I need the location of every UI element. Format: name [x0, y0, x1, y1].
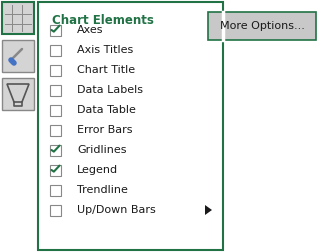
Bar — [50, 144, 61, 155]
Bar — [50, 84, 61, 96]
Bar — [2, 2, 34, 34]
Text: Axes: Axes — [77, 25, 103, 35]
Text: Error Bars: Error Bars — [77, 125, 133, 135]
Text: Data Labels: Data Labels — [77, 85, 143, 95]
Bar — [50, 24, 61, 36]
Text: More Options...: More Options... — [220, 21, 304, 31]
Bar — [50, 165, 61, 175]
Polygon shape — [205, 205, 212, 215]
Text: Up/Down Bars: Up/Down Bars — [77, 205, 156, 215]
Bar — [50, 105, 61, 115]
Text: Chart Elements: Chart Elements — [52, 14, 154, 27]
Text: Data Table: Data Table — [77, 105, 136, 115]
Bar — [50, 205, 61, 215]
Bar — [50, 65, 61, 76]
Bar — [38, 2, 223, 250]
Text: Legend: Legend — [77, 165, 118, 175]
Bar — [50, 45, 61, 55]
Text: Chart Title: Chart Title — [77, 65, 135, 75]
Bar — [208, 12, 316, 40]
Text: Axis Titles: Axis Titles — [77, 45, 133, 55]
Bar — [2, 78, 34, 110]
Bar — [50, 124, 61, 136]
Bar — [2, 40, 34, 72]
Text: Gridlines: Gridlines — [77, 145, 126, 155]
Bar — [50, 184, 61, 196]
Text: Trendline: Trendline — [77, 185, 128, 195]
